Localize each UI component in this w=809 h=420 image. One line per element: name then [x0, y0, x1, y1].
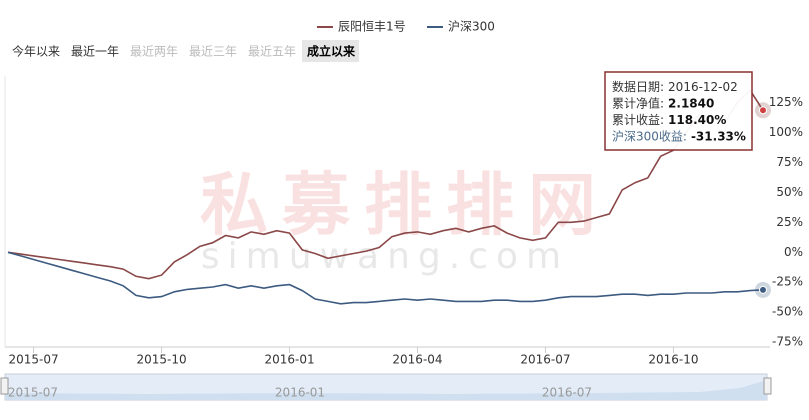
- y-tick-label: 0%: [784, 245, 803, 259]
- range-button: 最近两年: [130, 45, 178, 59]
- hover-point: [759, 106, 767, 115]
- tooltip-label: 累计净值:: [612, 95, 664, 110]
- tooltip-row: 数据日期: 2016-12-02: [612, 79, 738, 94]
- y-tick-label: -25%: [772, 275, 803, 289]
- legend-label[interactable]: 辰阳恒丰1号: [338, 20, 406, 34]
- y-tick-label: -75%: [772, 335, 803, 349]
- tooltip-row: 累计净值: 2.1840: [612, 95, 714, 110]
- tooltip-value: 2016-12-02: [668, 80, 738, 94]
- navigator-handle[interactable]: [763, 377, 772, 395]
- x-tick-label: 2016-07: [520, 353, 570, 367]
- tooltip-label: 沪深300收益:: [612, 129, 687, 143]
- y-tick-label: -50%: [772, 305, 803, 319]
- tooltip-label: 数据日期:: [612, 79, 664, 94]
- tooltip: [604, 71, 753, 151]
- range-button[interactable]: 最近一年: [71, 45, 119, 59]
- navigator-handle[interactable]: [0, 377, 9, 395]
- y-tick-label: 125%: [769, 95, 803, 109]
- tooltip-row: 沪深300收益: -31.33%: [612, 129, 746, 143]
- series-line: [7, 89, 764, 280]
- tooltip-value: 118.40%: [668, 113, 726, 127]
- y-tick-label: 100%: [769, 125, 803, 139]
- navigator-label: 2016-01: [275, 386, 325, 400]
- range-button-bg: [302, 40, 359, 62]
- legend-label[interactable]: 沪深300: [448, 20, 495, 34]
- navigator-area: [5, 380, 767, 400]
- x-tick-label: 2015-07: [9, 353, 59, 367]
- watermark-title: 私募排排网: [200, 167, 610, 246]
- tooltip-label: 累计收益:: [612, 113, 664, 127]
- navigator-label: 2016-07: [542, 386, 592, 400]
- tooltip-value: 2.1840: [668, 96, 714, 110]
- y-tick-label: 25%: [776, 215, 803, 229]
- hover-point: [759, 285, 767, 294]
- range-button: 最近五年: [248, 45, 296, 59]
- watermark-url: simuwang.com: [201, 236, 569, 277]
- navigator-label: 2015-07: [8, 386, 58, 400]
- range-button[interactable]: 成立以来: [307, 44, 356, 59]
- y-tick-label: 75%: [776, 155, 803, 169]
- tooltip-row: 累计收益: 118.40%: [612, 113, 726, 127]
- x-tick-label: 2015-10: [136, 353, 186, 367]
- x-tick-label: 2016-04: [392, 353, 442, 367]
- tooltip-value: -31.33%: [691, 129, 746, 143]
- x-tick-label: 2016-01: [264, 353, 314, 367]
- range-button[interactable]: 今年以来: [12, 44, 60, 59]
- range-button: 最近三年: [189, 45, 237, 59]
- y-tick-label: 50%: [776, 185, 803, 199]
- series-line: [7, 251, 764, 305]
- x-tick-label: 2016-10: [648, 353, 698, 367]
